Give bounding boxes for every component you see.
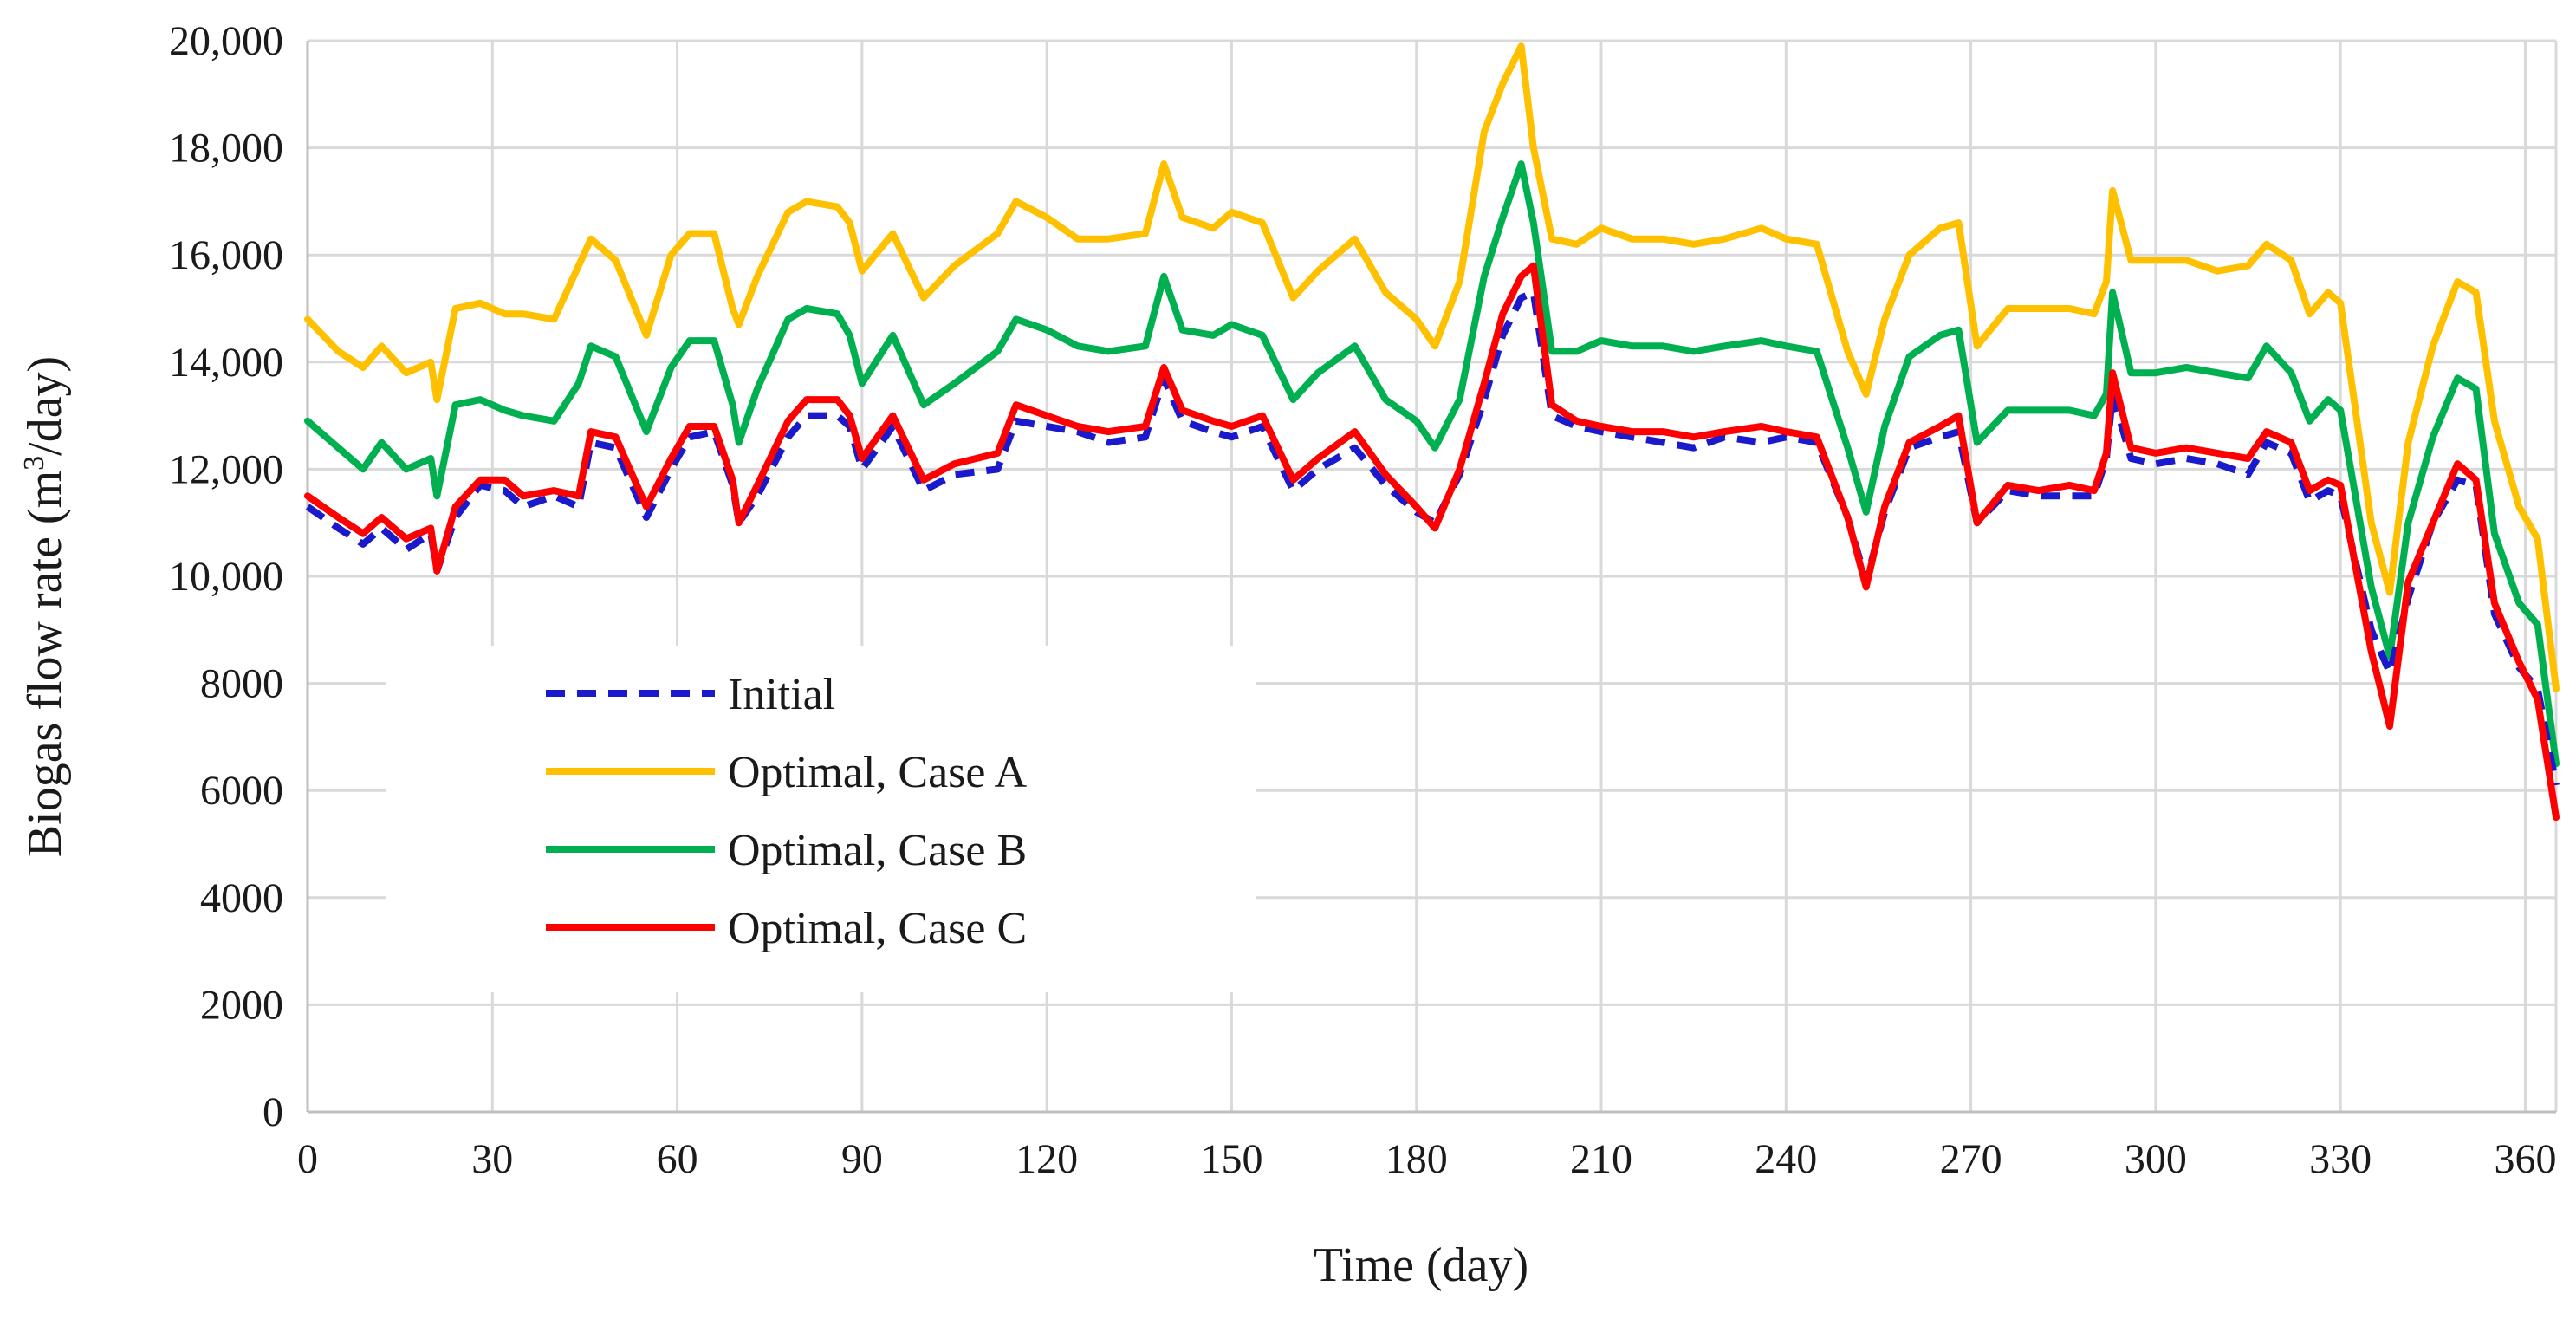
- x-tick-label: 240: [1755, 1136, 1817, 1182]
- series-line-optimal-case-a: [304, 42, 2560, 692]
- y-tick-label: 4000: [200, 875, 283, 921]
- legend-label-optimal-case-a: Optimal, Case A: [728, 748, 1028, 797]
- x-tick-label: 150: [1200, 1136, 1262, 1182]
- x-tick-label: 360: [2494, 1136, 2556, 1182]
- series-lines: [304, 42, 2560, 822]
- x-tick-label: 30: [471, 1136, 513, 1182]
- y-tick-label: 16,000: [169, 232, 283, 278]
- x-axis-title: Time (day): [1314, 1238, 1528, 1292]
- x-tick-label: 120: [1015, 1136, 1078, 1182]
- y-tick-label: 18,000: [169, 126, 283, 172]
- x-tick-label: 270: [1940, 1136, 2002, 1182]
- y-tick-label: 20,000: [169, 18, 283, 64]
- legend: Initial Optimal, Case A Optimal, Case B Opt…: [386, 646, 1256, 992]
- y-tick-label: 14,000: [169, 340, 283, 386]
- x-tick-label: 180: [1385, 1136, 1448, 1182]
- legend-label-initial: Initial: [728, 670, 835, 719]
- y-tick-label: 2000: [200, 982, 283, 1028]
- legend-label-optimal-case-b: Optimal, Case B: [728, 826, 1027, 875]
- x-tick-label: 90: [841, 1136, 883, 1182]
- x-tick-label: 60: [657, 1136, 698, 1182]
- x-tick-label: 300: [2125, 1136, 2187, 1182]
- series-line-optimal-case-b: [304, 160, 2560, 768]
- axis-titles: Time (day) Biogas flow rate (m3/day): [18, 356, 1528, 1292]
- y-tick-label: 12,000: [169, 446, 283, 492]
- legend-box: [386, 646, 1256, 992]
- x-tick-label: 210: [1570, 1136, 1632, 1182]
- y-axis-title-superscript: 3: [18, 456, 50, 471]
- y-axis-title-prefix: Biogas flow rate (m: [18, 471, 72, 857]
- x-tick-label: 330: [2309, 1136, 2372, 1182]
- y-axis-title: Biogas flow rate (m3/day): [18, 356, 72, 857]
- axes: 0 2000 4000 6000 8000 10,000 12,000 14,000 16,00…: [169, 18, 2556, 1182]
- x-tick-label: 0: [297, 1136, 318, 1182]
- series-line-optimal-case-c: [304, 262, 2560, 822]
- legend-label-optimal-case-c: Optimal, Case C: [728, 904, 1027, 953]
- y-tick-label: 6000: [200, 768, 283, 814]
- y-tick-label: 10,000: [169, 554, 283, 600]
- y-axis-title-suffix: /day): [18, 356, 72, 456]
- y-tick-label: 0: [263, 1089, 283, 1135]
- y-tick-label: 8000: [200, 661, 283, 707]
